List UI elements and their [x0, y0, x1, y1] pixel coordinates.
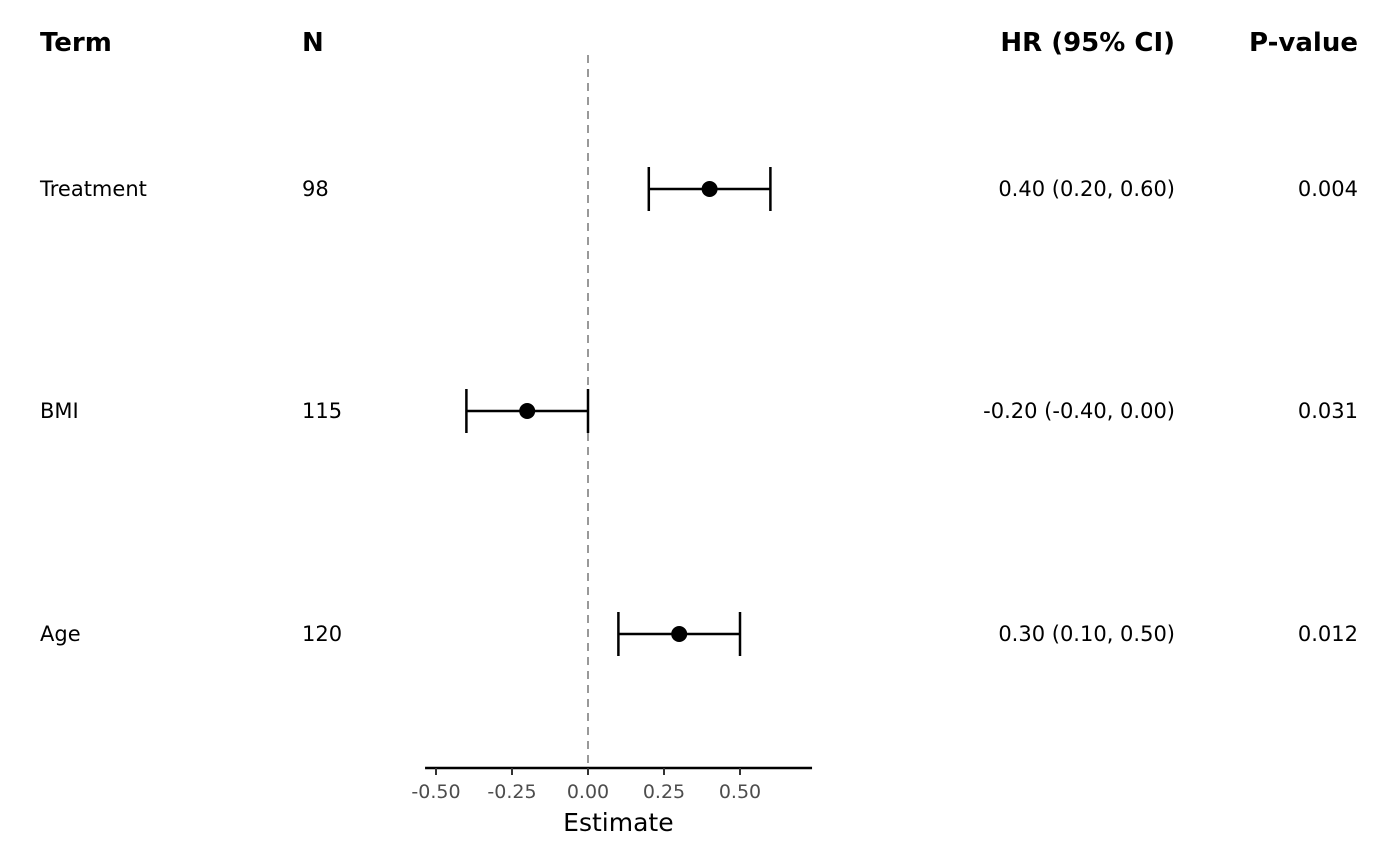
- x-tick-label: -0.50: [411, 781, 460, 803]
- n-label: 120: [302, 622, 343, 646]
- x-tick-label: 0.50: [719, 781, 761, 803]
- header-pvalue: P-value: [1249, 28, 1358, 58]
- header-term: Term: [40, 28, 112, 58]
- term-label: Age: [40, 622, 81, 646]
- n-label: 98: [302, 177, 329, 201]
- x-tick-label: -0.25: [487, 781, 536, 803]
- x-axis-title: Estimate: [563, 808, 673, 837]
- x-tick-label: 0.00: [567, 781, 609, 803]
- estimate-point: [519, 403, 536, 419]
- header-n: N: [302, 28, 324, 58]
- hr-label: 0.40 (0.20, 0.60): [998, 177, 1175, 201]
- estimate-point: [671, 626, 688, 642]
- pvalue-label: 0.031: [1297, 399, 1358, 423]
- x-tick-label: 0.25: [643, 781, 685, 803]
- pvalue-label: 0.004: [1297, 177, 1358, 201]
- pvalue-label: 0.012: [1297, 622, 1358, 646]
- header-hr: HR (95% CI): [1000, 28, 1175, 58]
- estimate-point: [701, 181, 718, 197]
- term-label: BMI: [40, 399, 79, 423]
- hr-label: 0.30 (0.10, 0.50): [998, 622, 1175, 646]
- hr-label: -0.20 (-0.40, 0.00): [983, 399, 1175, 423]
- term-label: Treatment: [40, 177, 147, 201]
- n-label: 115: [302, 399, 343, 423]
